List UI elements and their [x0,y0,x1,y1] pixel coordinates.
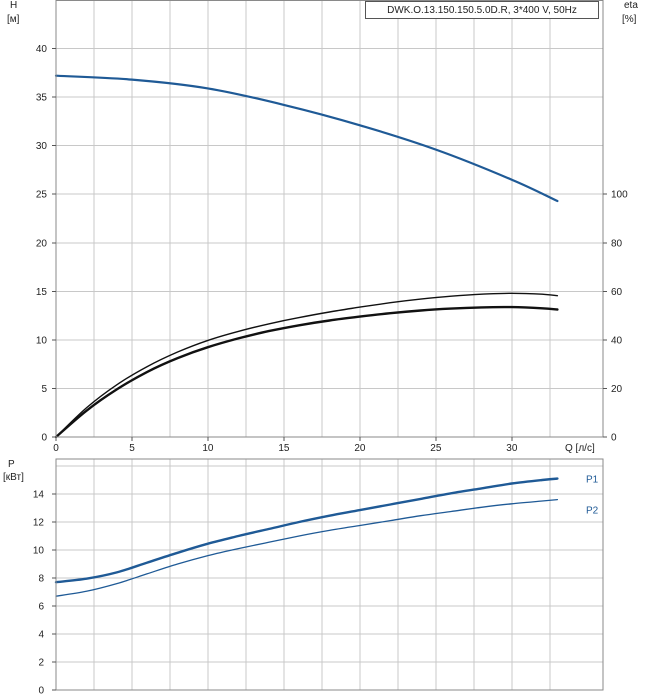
power-curve-p1 [54,477,559,584]
series-label-p2: P2 [586,506,599,517]
y-axis-right-label: eta [624,0,638,11]
y-left-tick-label: 30 [36,141,48,152]
chart-title-box [365,1,599,19]
power-tick-label: 0 [38,686,44,697]
x-tick-label: 10 [202,443,214,454]
y-axis-left-unit: [м] [7,14,20,25]
y-left-tick-label: 5 [41,384,47,395]
power-tick-label: 4 [38,630,44,641]
head-curve [54,74,559,203]
power-tick-label: 2 [38,658,44,669]
y-left-tick-label: 0 [41,433,47,444]
y-right-tick-label: 40 [611,335,623,346]
power-axis-label: P [8,459,15,470]
y-left-tick-label: 25 [36,190,48,201]
y-left-tick-label: 10 [36,335,48,346]
y-axis-left-label: H [10,0,17,11]
power-tick-label: 6 [38,602,44,613]
efficiency-curve-1 [55,292,559,438]
power-tick-label: 10 [33,546,45,557]
y-right-tick-label: 0 [611,433,617,444]
power-tick-label: 14 [33,490,45,501]
power-curve-p2 [55,498,559,597]
chart-title: DWK.O.13.150.150.5.0D.R, 3*400 V, 50Hz [387,5,577,16]
top-chart-ticks: 0 5 10 15 20 25 30 0 5 10 15 20 25 30 35 40 0 20 40 60 80 100 [36,44,628,454]
y-left-tick-label: 40 [36,44,48,55]
x-tick-label: 25 [430,443,442,454]
x-tick-label: 15 [278,443,290,454]
series-label-p1: P1 [586,475,599,486]
y-left-tick-label: 15 [36,287,48,298]
y-right-tick-label: 60 [611,287,623,298]
y-left-tick-label: 20 [36,238,48,249]
power-axis-unit: [кВт] [3,472,24,483]
x-tick-label: 20 [354,443,366,454]
top-chart-grid [55,0,603,438]
bottom-chart-series [54,477,559,597]
x-tick-label: 30 [506,443,518,454]
bottom-chart-grid [55,459,603,691]
x-tick-label: 5 [129,443,135,454]
power-tick-label: 12 [33,518,45,529]
bottom-chart-ticks: 0 2 4 6 8 10 12 14 [33,490,56,697]
y-right-tick-label: 100 [611,190,628,201]
top-chart-series [54,74,559,439]
efficiency-curve-2 [54,305,559,439]
bottom-chart-frame [55,458,604,691]
x-tick-label: 0 [53,443,59,454]
power-tick-label: 8 [38,574,44,585]
y-right-tick-label: 80 [611,238,623,249]
y-left-tick-label: 35 [36,93,48,104]
y-axis-right-unit: [%] [622,14,637,25]
y-right-tick-label: 20 [611,384,623,395]
top-chart-frame [55,0,604,438]
x-axis-label: Q [л/с] [565,443,595,454]
